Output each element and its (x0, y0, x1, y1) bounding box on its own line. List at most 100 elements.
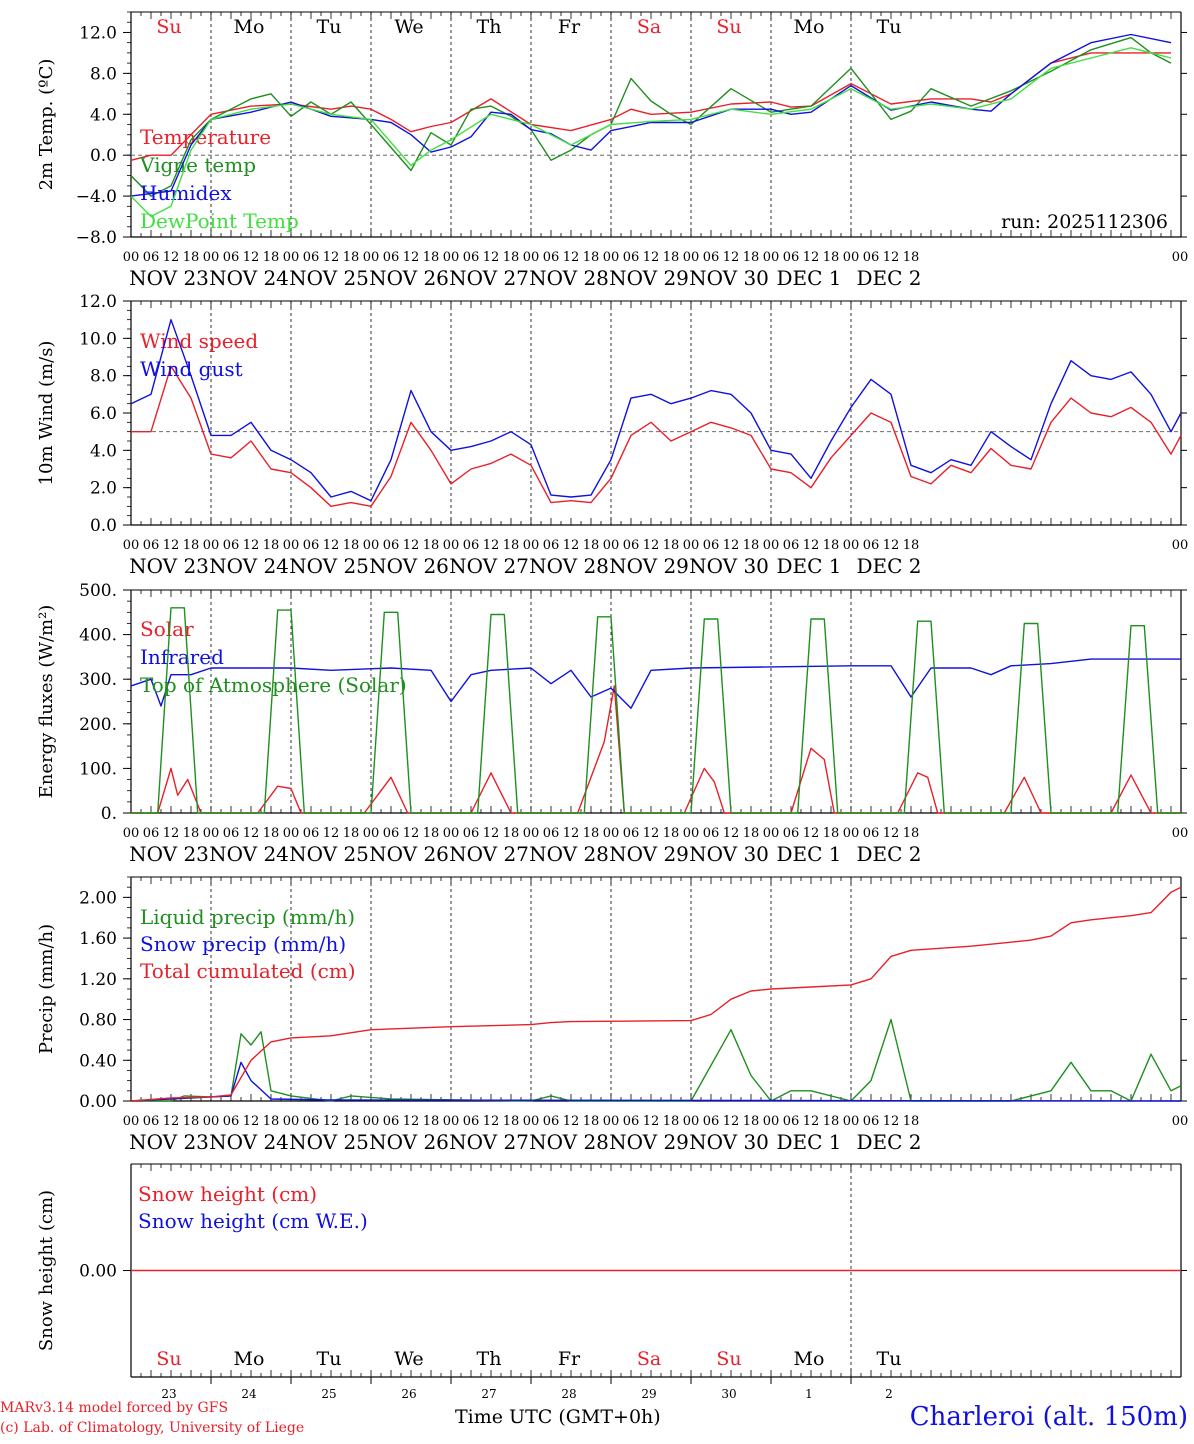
date-label: NOV 24 (209, 266, 289, 290)
lab-credit: (c) Lab. of Climatology, University of L… (0, 1420, 305, 1436)
series-line (130, 33, 1172, 197)
y-tick-label: 8.0 (90, 367, 117, 387)
y-tick-label: 4.0 (90, 105, 117, 125)
hour-tick-label: 00 (763, 538, 780, 553)
day-number-bottom: 29 (641, 1387, 656, 1401)
date-label: NOV 25 (289, 266, 369, 290)
hour-tick-label: 00 (523, 826, 540, 841)
y-tick-label: 0.0 (90, 146, 117, 166)
day-name-bottom: Mo (234, 1348, 265, 1370)
hour-tick-label: 06 (543, 538, 560, 553)
hour-tick-label: 06 (863, 538, 880, 553)
hour-tick-label: 00 (523, 250, 540, 265)
date-label: NOV 30 (689, 554, 769, 578)
hour-tick-label: 18 (743, 1114, 760, 1129)
panel-5: 0.00 Snow height (cm) Snow height (cm) Snow… (36, 1163, 1187, 1378)
hour-tick-label: 12 (643, 826, 660, 841)
hour-tick-label: 18 (263, 538, 280, 553)
hour-tick-label: 06 (303, 1114, 320, 1129)
hour-tick-label: 18 (263, 1114, 280, 1129)
hour-tick-label: 18 (503, 538, 520, 553)
hour-tick-label: 18 (503, 826, 520, 841)
hour-tick-label: 06 (383, 1114, 400, 1129)
hour-tick-label: 18 (663, 1114, 680, 1129)
hour-tick-label: 06 (623, 250, 640, 265)
date-label: DEC 2 (856, 554, 921, 578)
date-label: NOV 24 (209, 1130, 289, 1154)
day-name-bottom: Mo (794, 1348, 825, 1370)
y-tick-label: 6.0 (90, 404, 117, 424)
hour-tick-label: 18 (503, 1114, 520, 1129)
hour-tick-label: 12 (403, 1114, 420, 1129)
y-tick-label: 500. (79, 581, 117, 601)
hour-tick-label: 18 (663, 826, 680, 841)
hour-tick-label: 00 (843, 538, 860, 553)
hour-tick-label: 00 (283, 250, 300, 265)
y-tick-label: 0.40 (79, 1051, 117, 1071)
date-label: NOV 24 (209, 842, 289, 866)
hour-tick-label: 00 (763, 250, 780, 265)
y-tick-label: 10.0 (79, 329, 117, 349)
hour-tick-label: 00 (203, 538, 220, 553)
series-line (130, 47, 1172, 218)
hour-tick-label: 06 (543, 250, 560, 265)
hour-tick-label: 06 (143, 1114, 160, 1129)
hour-tick-label: 06 (463, 1114, 480, 1129)
hour-tick-label: 00 (843, 826, 860, 841)
hour-tick-label: 18 (503, 250, 520, 265)
hour-tick-label: 00 (203, 250, 220, 265)
series-line (131, 1018, 1182, 1102)
date-label: DEC 1 (776, 1130, 841, 1154)
hour-tick-label: 00 (603, 538, 620, 553)
hour-tick-label: 00 (1172, 538, 1189, 553)
hour-tick-label: 00 (123, 250, 140, 265)
hour-tick-label: 00 (763, 1114, 780, 1129)
hour-tick-label: 06 (863, 250, 880, 265)
legend-entry: Humidex (140, 181, 232, 205)
day-name-top: Th (477, 16, 502, 38)
hour-tick-label: 00 (363, 1114, 380, 1129)
hour-tick-label: 06 (703, 250, 720, 265)
day-number-bottom: 1 (805, 1387, 813, 1401)
date-label: NOV 23 (129, 842, 209, 866)
hour-tick-label: 06 (623, 538, 640, 553)
hour-tick-label: 06 (383, 538, 400, 553)
series-line (130, 1061, 1182, 1102)
date-label: NOV 28 (529, 554, 609, 578)
day-name-top: Mo (794, 16, 825, 38)
y-tick-label: 0.80 (79, 1011, 117, 1031)
series-line (130, 658, 1181, 709)
y-tick-label: 1.20 (79, 970, 117, 990)
legend-entry: Infrared (140, 645, 224, 669)
legend-entry: Snow precip (mm/h) (140, 932, 346, 956)
hour-tick-label: 06 (223, 250, 240, 265)
hour-tick-label: 00 (763, 826, 780, 841)
hour-tick-label: 00 (1172, 826, 1189, 841)
legend-entry: Vigne temp (139, 153, 256, 177)
hour-tick-label: 12 (403, 538, 420, 553)
date-label: NOV 26 (369, 554, 449, 578)
date-label: NOV 30 (689, 842, 769, 866)
hour-tick-label: 12 (163, 1114, 180, 1129)
hour-tick-label: 18 (343, 826, 360, 841)
hour-tick-label: 18 (583, 250, 600, 265)
hour-tick-label: 06 (783, 538, 800, 553)
day-number-bottom: 25 (321, 1387, 336, 1401)
legend-entry: Total cumulated (cm) (140, 959, 356, 983)
hour-tick-label: 18 (183, 538, 200, 553)
hour-tick-label: 00 (363, 538, 380, 553)
hour-tick-label: 18 (423, 538, 440, 553)
hour-tick-label: 06 (303, 538, 320, 553)
day-number-bottom: 26 (401, 1387, 416, 1401)
hour-tick-label: 06 (143, 538, 160, 553)
hour-tick-label: 12 (563, 826, 580, 841)
y-tick-label: 0.00 (79, 1092, 117, 1112)
date-label: NOV 30 (689, 1130, 769, 1154)
day-name-bottom: Su (156, 1348, 181, 1370)
hour-tick-label: 00 (123, 826, 140, 841)
model-credit: MARv3.14 model forced by GFS (0, 1400, 229, 1416)
hour-tick-label: 12 (243, 1114, 260, 1129)
y-axis-title: 2m Temp. (ºC) (36, 59, 57, 191)
day-name-top: Fr (558, 16, 581, 38)
hour-tick-label: 06 (223, 538, 240, 553)
